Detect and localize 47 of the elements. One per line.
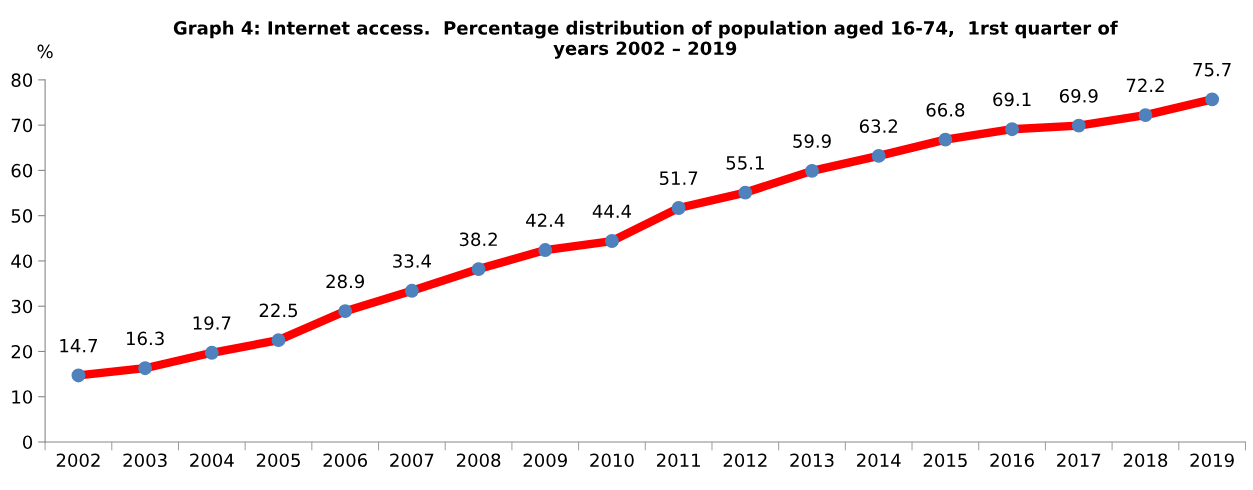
data-label: 59.9	[793, 134, 831, 148]
data-label: 22.5	[259, 303, 298, 318]
x-tick-label: 2017	[1057, 453, 1101, 468]
y-axis-title: %	[37, 44, 53, 59]
data-label: 75.7	[1193, 62, 1231, 77]
data-label: 42.4	[526, 213, 565, 227]
x-tick-label: 2016	[990, 453, 1034, 468]
y-tick-label: 80	[11, 73, 33, 87]
x-tick-label: 2012	[723, 453, 767, 468]
x-tick-label: 2003	[123, 453, 167, 468]
data-label: 44.4	[592, 204, 632, 218]
data-label: 69.9	[1059, 88, 1098, 103]
data-label: 38.2	[459, 232, 497, 247]
data-label: 66.8	[926, 103, 965, 117]
y-tick-label: 60	[11, 163, 33, 178]
data-label: 19.7	[193, 316, 231, 330]
y-tick-label: 10	[12, 390, 33, 404]
data-label: 69.1	[993, 92, 1031, 107]
x-tick-label: 2009	[523, 453, 567, 468]
x-tick-label: 2004	[190, 453, 234, 468]
x-tick-label: 2005	[256, 453, 300, 468]
x-tick-label: 2011	[656, 453, 700, 468]
x-tick-label: 2008	[456, 453, 501, 468]
x-tick-label: 2018	[1123, 453, 1168, 468]
data-label: 55.1	[726, 156, 764, 170]
x-tick-label: 2002	[56, 453, 100, 468]
x-tick-label: 2010	[590, 453, 634, 468]
y-tick-label: 30	[11, 299, 33, 314]
data-label: 16.3	[127, 331, 164, 346]
data-label: 63.2	[859, 119, 897, 133]
y-tick-label: 70	[11, 118, 33, 133]
x-tick-label: 2006	[323, 453, 368, 468]
x-tick-label: 2007	[390, 453, 434, 468]
y-tick-label: 40	[11, 254, 33, 269]
data-label: 28.9	[326, 274, 365, 289]
x-tick-label: 2013	[790, 453, 834, 468]
chart-title: Graph 4: Internet access. Percentage distribution of population aged 16-74, 1rst quarter of years 2002 – 2019	[173, 20, 1118, 59]
data-label: 72.2	[1126, 78, 1164, 92]
x-tick-label: 2014	[857, 453, 901, 468]
y-tick-label: 0	[23, 435, 33, 450]
y-tick-label: 50	[11, 209, 33, 223]
data-label: 14.7	[60, 339, 98, 353]
x-tick-label: 2019	[1190, 453, 1234, 468]
y-tick-label: 20	[11, 344, 33, 359]
x-tick-label: 2015	[923, 453, 967, 468]
data-label: 51.7	[659, 171, 698, 186]
data-label: 33.4	[393, 254, 431, 268]
